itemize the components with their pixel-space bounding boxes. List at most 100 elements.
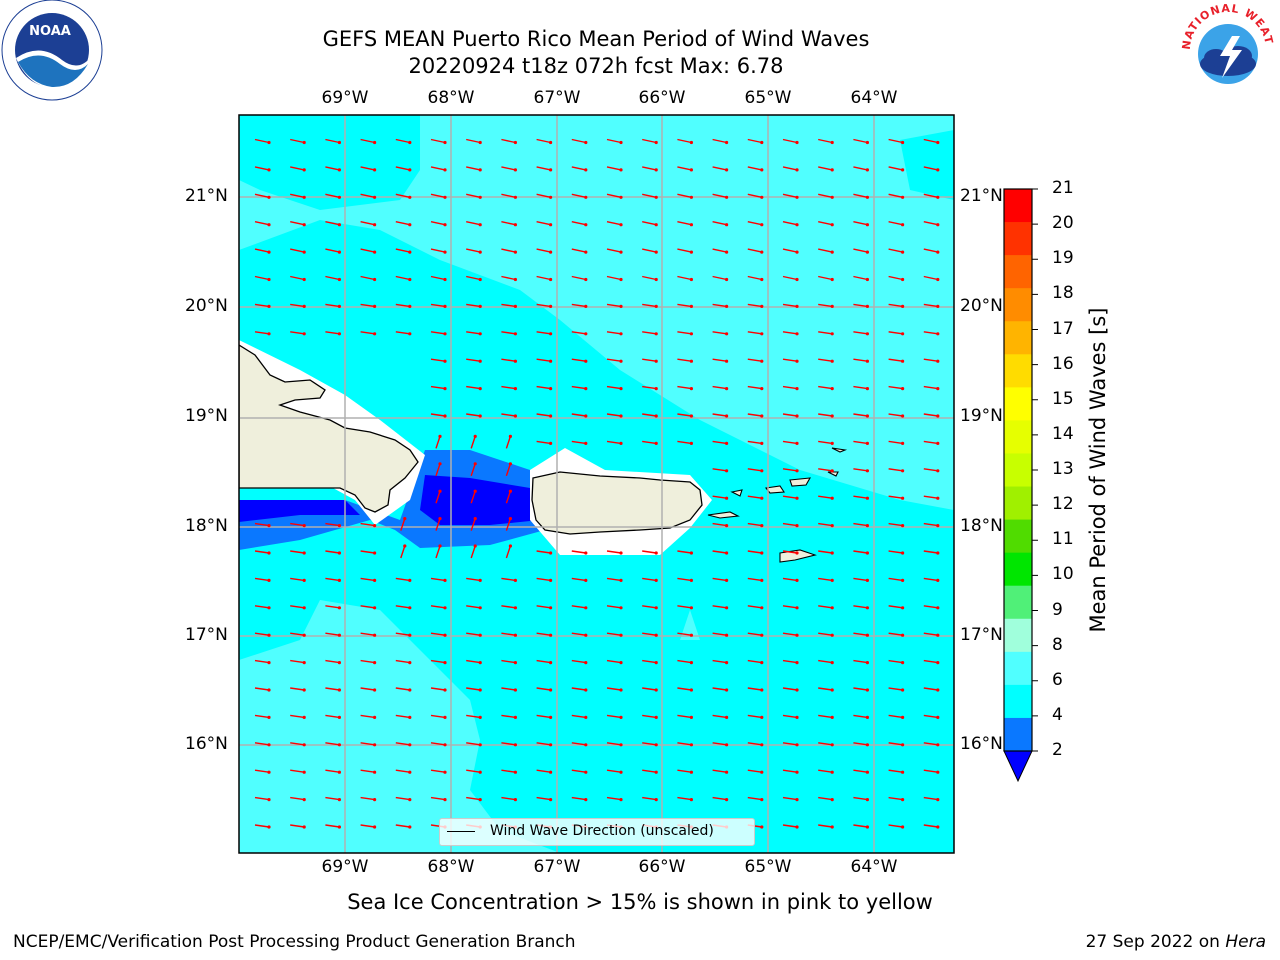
wind-arrow — [747, 166, 762, 171]
wind-arrow-head — [689, 633, 694, 637]
colorbar-tick-label: 17 — [1052, 318, 1074, 339]
wind-arrow-head — [337, 688, 341, 692]
wind-arrow-head — [337, 633, 341, 637]
wind-arrow — [853, 138, 868, 144]
wind-arrow-head — [373, 223, 377, 227]
wind-arrow-head — [725, 770, 729, 774]
wind-arrow — [712, 714, 727, 719]
wind-arrow-head — [408, 743, 412, 747]
wind-arrow-head — [689, 140, 694, 145]
lat-label-left: 16°N — [185, 734, 228, 754]
wind-arrow — [536, 659, 551, 664]
wind-arrow — [505, 463, 512, 477]
wind-arrow — [290, 221, 305, 226]
wind-arrow-head — [725, 661, 729, 665]
chart-subtitle: 20220924 t18z 072h fcst Max: 6.78 — [408, 54, 784, 78]
wind-arrow-head — [689, 661, 694, 665]
wind-arrow — [360, 275, 375, 281]
wind-arrow — [254, 714, 270, 719]
wind-arrow-head — [689, 250, 694, 254]
wind-arrow-head — [438, 489, 442, 493]
wind-arrow — [466, 331, 481, 335]
wind-arrow — [501, 275, 516, 281]
wind-arrow-head — [725, 743, 729, 747]
wind-arrow — [747, 385, 762, 390]
wind-arrow-head — [901, 168, 905, 172]
wind-arrow-head — [689, 277, 694, 282]
wind-arrow-head — [443, 140, 447, 145]
wind-arrow-head — [901, 688, 905, 692]
wind-arrow-head — [901, 414, 905, 418]
wind-arrow-head — [513, 688, 518, 692]
wind-arrow-head — [267, 578, 271, 583]
footer-date-text: 27 Sep 2022 on — [1085, 932, 1226, 952]
wind-arrow-head — [513, 332, 518, 336]
wind-arrow-head — [725, 332, 729, 336]
colorbar-label: Mean Period of Wind Waves [s] — [1086, 307, 1110, 633]
wind-arrow — [712, 522, 727, 527]
wind-arrow — [853, 632, 868, 636]
wind-arrow — [782, 742, 798, 746]
wind-arrow-head — [302, 770, 306, 774]
wind-arrow-head — [513, 250, 518, 254]
wind-arrow — [290, 687, 305, 691]
wind-arrow — [888, 687, 903, 691]
wind-arrow — [677, 138, 692, 144]
wind-arrow — [395, 138, 410, 144]
wind-arrow-head — [830, 223, 834, 227]
wind-arrow — [818, 550, 833, 554]
wind-arrow-head — [267, 195, 271, 199]
wind-arrow — [606, 714, 622, 719]
wind-arrow-head — [795, 140, 799, 145]
wind-arrow — [853, 303, 868, 308]
legend-label: Wind Wave Direction (unscaled) — [490, 823, 714, 839]
wind-arrow — [782, 138, 798, 144]
wind-arrow — [712, 632, 727, 636]
wind-arrow-head — [901, 633, 905, 637]
wind-arrow — [818, 659, 833, 664]
wind-arrow-head — [901, 332, 905, 336]
wind-arrow — [923, 275, 938, 281]
wind-arrow — [430, 331, 446, 335]
wind-arrow — [571, 166, 586, 171]
wind-arrow-head — [795, 798, 799, 802]
wind-arrow — [888, 742, 903, 746]
wind-arrow — [888, 714, 903, 719]
wind-arrow-head — [760, 414, 764, 418]
wind-arrow-head — [302, 223, 306, 227]
wind-arrow — [606, 385, 622, 390]
wind-arrow-head — [619, 250, 623, 254]
wind-arrow-head — [619, 715, 623, 720]
wind-arrow — [395, 742, 410, 746]
wind-arrow — [466, 632, 481, 636]
wind-arrow — [923, 138, 938, 144]
wind-arrow — [501, 659, 516, 664]
colorbar-tick-label: 13 — [1052, 459, 1074, 479]
wind-arrow — [888, 303, 903, 308]
wind-arrow-head — [654, 715, 658, 720]
lon-label-bottom: 64°W — [850, 857, 898, 877]
wind-arrow-head — [584, 743, 588, 747]
wind-arrow-head — [549, 223, 553, 227]
sea-ice-note: Sea Ice Concentration > 15% is shown in … — [347, 890, 933, 914]
wind-arrow — [466, 687, 481, 691]
wind-arrow — [818, 495, 833, 499]
wind-arrow-head — [725, 551, 729, 555]
wind-arrow-head — [508, 544, 512, 548]
wind-arrow — [923, 248, 938, 253]
wind-arrow-head — [689, 223, 694, 227]
wind-arrow-head — [267, 633, 271, 637]
wind-arrow-head — [654, 414, 658, 418]
wind-arrow — [571, 550, 586, 554]
wind-arrow-head — [549, 606, 553, 610]
colorbar-segment — [1004, 651, 1032, 686]
wind-arrow-head — [936, 524, 940, 528]
wind-arrow — [606, 166, 622, 171]
wind-arrow — [466, 577, 481, 582]
wind-arrow — [923, 468, 938, 472]
wind-arrow-head — [337, 223, 341, 227]
wind-arrow-head — [619, 168, 623, 172]
wind-arrow — [290, 659, 305, 664]
wind-arrow-head — [865, 743, 870, 747]
wind-arrow — [325, 687, 340, 691]
